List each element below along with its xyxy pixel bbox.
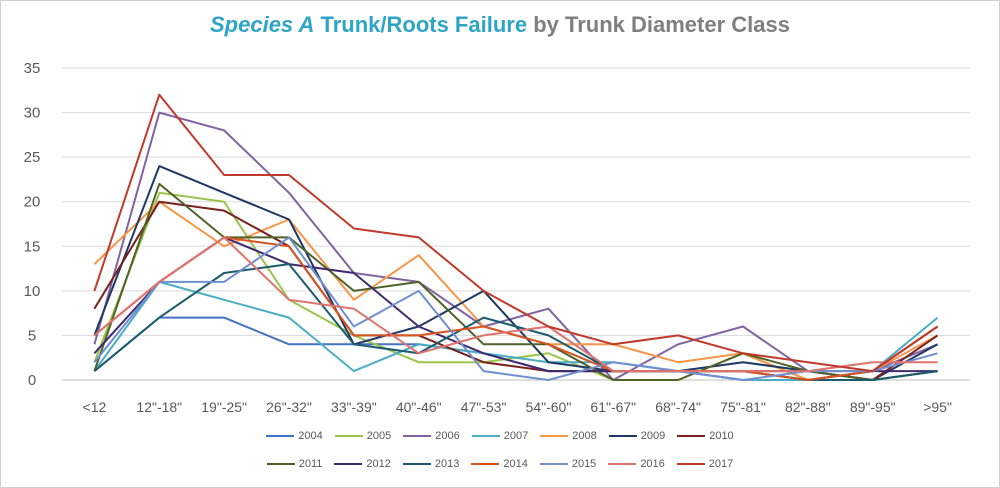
title-failure: Trunk/Roots Failure: [320, 12, 528, 37]
x-tick-label: 89"-95": [850, 399, 896, 415]
y-tick-label: 15: [24, 238, 41, 255]
legend-swatch: [677, 435, 706, 437]
legend-item-2004: 2004: [266, 430, 323, 442]
legend-swatch: [608, 463, 637, 465]
x-tick-label: >95": [923, 399, 952, 415]
series-line-2017: [93, 93, 939, 373]
x-tick-label: 47"-53": [461, 399, 507, 415]
x-tick-label: 33"-39": [331, 399, 377, 415]
legend-label: 2006: [435, 430, 460, 442]
x-tick-label: 61"-67": [590, 399, 636, 415]
legend-swatch: [471, 463, 500, 465]
legend-item-2009: 2009: [608, 430, 666, 442]
series-line-2015: [93, 236, 938, 381]
legend-label: 2009: [640, 430, 666, 442]
y-tick-label: 25: [24, 149, 41, 166]
legend-label: 2013: [434, 458, 460, 470]
legend-item-2005: 2005: [334, 430, 392, 442]
y-tick-label: 0: [28, 372, 36, 389]
legend-item-2014: 2014: [471, 458, 528, 470]
series-line-2005: [93, 191, 938, 381]
legend-swatch: [676, 463, 705, 465]
x-tick-label: 68"-74": [655, 399, 701, 415]
legend-swatch: [334, 435, 363, 437]
legend-swatch: [403, 435, 432, 437]
legend-swatch: [402, 463, 431, 465]
legend-swatch: [540, 435, 569, 437]
legend-item-2017: 2017: [676, 458, 734, 470]
legend-item-2011: 2011: [266, 458, 323, 470]
x-tick-label: 82"-88": [785, 399, 831, 415]
legend-item-2008: 2008: [540, 430, 597, 442]
y-tick-label: 20: [24, 194, 41, 211]
legend-item-2010: 2010: [677, 430, 734, 442]
legend-item-2016: 2016: [608, 458, 665, 470]
legend-label: 2011: [298, 458, 323, 470]
x-tick-label: 12"-18": [136, 399, 182, 415]
legend-label: 2015: [571, 458, 597, 470]
x-tick-label: 26"-32": [266, 399, 312, 415]
chart-title: Species A Trunk/Roots Failure by Trunk D…: [0, 12, 1000, 38]
legend-item-2012: 2012: [334, 458, 391, 470]
series-line-2014: [93, 236, 939, 381]
legend-label: 2014: [503, 458, 528, 470]
legend-label: 2012: [366, 458, 391, 470]
legend-label: 2004: [298, 430, 323, 442]
legend-swatch: [471, 435, 500, 437]
legend-swatch: [266, 435, 295, 437]
y-tick-label: 35: [24, 60, 41, 77]
legend-item-2006: 2006: [403, 430, 460, 442]
x-tick-label: 19"-25": [201, 399, 247, 415]
series-line-2011: [93, 182, 938, 381]
legend-swatch: [334, 463, 363, 465]
legend-item-2013: 2013: [402, 458, 460, 470]
y-tick-label: 10: [24, 283, 41, 300]
legend-label: 2005: [366, 430, 392, 442]
legend-item-2007: 2007: [471, 430, 529, 442]
series-line-2009: [93, 165, 939, 381]
x-tick-label: <12: [83, 399, 107, 415]
x-tick-label: 40"-46": [396, 399, 442, 415]
legend-label: 2008: [572, 430, 597, 442]
legend-label: 2010: [709, 430, 734, 442]
legend-row-1: 2004 2005 2006 2007 2008 2009 2010: [0, 430, 1000, 442]
legend-swatch: [608, 435, 637, 437]
series-line-2016: [93, 236, 938, 373]
legend-label: 2007: [503, 430, 529, 442]
y-tick-label: 5: [28, 327, 36, 344]
series-line-2007: [93, 280, 939, 381]
legend-label: 2016: [640, 458, 665, 470]
series-line-2006: [93, 111, 938, 381]
legend-row-2: 2011 2012 2013 2014 2015 2016 2017: [0, 458, 1000, 470]
x-tick-label: 54"-60": [526, 399, 572, 415]
x-tick-label: 75"-81": [720, 399, 766, 415]
y-tick-label: 30: [24, 105, 41, 122]
legend-item-2015: 2015: [539, 458, 597, 470]
title-by-class: by Trunk Diameter Class: [533, 12, 790, 37]
legend-label: 2017: [708, 458, 734, 470]
title-species: Species A: [210, 12, 315, 37]
legend-swatch: [539, 463, 568, 465]
legend-swatch: [266, 463, 295, 465]
